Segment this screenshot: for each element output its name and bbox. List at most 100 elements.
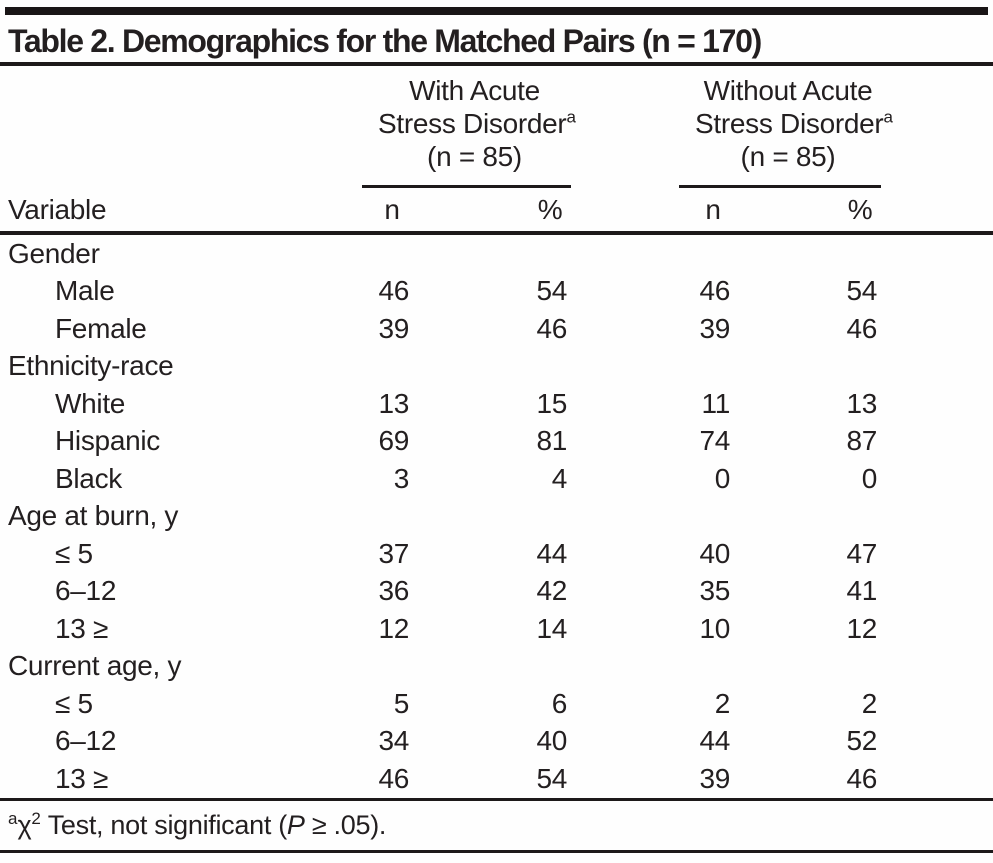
variable-column-header: Variable (8, 193, 107, 225)
col-header-pct-1: % (413, 188, 571, 231)
cell-value: 69 (378, 425, 409, 457)
cell-value: 74 (699, 425, 730, 457)
table-row: 13 ≥ 46 54 39 46 (0, 760, 993, 798)
cell-value: 46 (378, 762, 409, 794)
cell-value: 46 (846, 312, 877, 344)
row-label: Ethnicity-race (8, 350, 174, 382)
chi-exponent: 2 (31, 808, 41, 828)
row-label: 6–12 (55, 575, 117, 607)
row-label: Male (55, 275, 115, 307)
cell-value: 15 (536, 387, 567, 419)
cell-value: 54 (536, 275, 567, 307)
row-label: 13 ≥ (55, 612, 109, 644)
col-header-label: n (705, 193, 721, 225)
variable-column-spacer (8, 66, 362, 188)
col-header-n-2: n (679, 188, 734, 231)
cell-value: 46 (699, 275, 730, 307)
table-row: White 13 15 11 13 (0, 385, 993, 423)
right-margin-spacer (881, 66, 985, 188)
cell-value: 2 (714, 687, 731, 719)
cell-value: 14 (536, 612, 567, 644)
col-header-n-1: n (362, 188, 413, 231)
table-footnote: aχ2 Test, not significant (P ≥ .05). (0, 801, 993, 850)
table-row: Gender (0, 235, 993, 273)
group-header-line: (n = 85) (427, 141, 522, 172)
row-label: ≤ 5 (55, 687, 93, 719)
title-rule (0, 62, 993, 66)
table-row: Age at burn, y (0, 498, 993, 536)
footnote-marker-superscript: a (566, 107, 576, 127)
row-label: Gender (8, 237, 100, 269)
footnote-text: aχ2 Test, not significant (P ≥ .05). (8, 810, 386, 841)
cell-value: 2 (861, 687, 878, 719)
table-title: Table 2. Demographics for the Matched Pa… (8, 23, 762, 59)
table-row: Ethnicity-race (0, 348, 993, 386)
table-row: ≤ 5 5 6 2 2 (0, 685, 993, 723)
cell-value: 12 (378, 612, 409, 644)
group-header-without-asd: Without Acute Stress Disordera (n = 85) (679, 66, 893, 188)
footnote-body-text: Test, not significant ( (40, 809, 288, 840)
cell-value: 34 (378, 725, 409, 757)
table-row: 6–12 34 40 44 52 (0, 723, 993, 761)
cell-value: 42 (536, 575, 567, 607)
row-label: ≤ 5 (55, 537, 93, 569)
cell-value: 54 (536, 762, 567, 794)
group-header-line: Stress Disordera (378, 107, 576, 140)
cell-value: 81 (536, 425, 567, 457)
row-label: Hispanic (55, 425, 160, 457)
row-label: White (55, 387, 126, 419)
p-value-symbol: P (286, 809, 305, 840)
table-row: Male 46 54 46 54 (0, 273, 993, 311)
cell-value: 46 (536, 312, 567, 344)
cell-value: 13 (846, 387, 877, 419)
cell-value: 52 (846, 725, 877, 757)
footnote-body-text: ≥ .05). (304, 809, 387, 840)
cell-value: 46 (846, 762, 877, 794)
cell-value: 37 (378, 537, 409, 569)
group-gap-spacer (571, 188, 679, 231)
cell-value: 13 (378, 387, 409, 419)
cell-value: 87 (846, 425, 877, 457)
chi-symbol: χ (17, 809, 32, 840)
group-header-line: Without Acute (703, 75, 873, 106)
cell-value: 44 (699, 725, 730, 757)
cell-value: 5 (393, 687, 410, 719)
col-header-label: % (537, 193, 563, 225)
table-row: 13 ≥ 12 14 10 12 (0, 610, 993, 648)
row-label: Female (55, 312, 147, 344)
cell-value: 0 (861, 462, 878, 494)
group-header-line: With Acute (409, 75, 540, 106)
bottom-rule (0, 849, 993, 853)
cell-value: 3 (393, 462, 410, 494)
cell-value: 39 (699, 312, 730, 344)
group-header-text: Stress Disorder (378, 108, 567, 139)
column-header-row: Variable n % n % (0, 188, 993, 235)
footnote-marker: a (8, 808, 18, 828)
table-row: 6–12 36 42 35 41 (0, 573, 993, 611)
cell-value: 35 (699, 575, 730, 607)
col-header-pct-2: % (734, 188, 881, 231)
group-header-with-asd: With Acute Stress Disordera (n = 85) (362, 66, 576, 188)
cell-value: 6 (551, 687, 568, 719)
cell-value: 40 (536, 725, 567, 757)
cell-value: 40 (699, 537, 730, 569)
table-row: Current age, y (0, 648, 993, 686)
group-header-text: Stress Disorder (695, 108, 884, 139)
group-gap-spacer (571, 66, 679, 188)
row-label: Black (55, 462, 122, 494)
col-header-label: % (847, 193, 873, 225)
cell-value: 4 (551, 462, 568, 494)
right-margin-spacer (881, 188, 985, 231)
group-header-line: (n = 85) (740, 141, 836, 172)
footnote-marker-superscript: a (883, 107, 893, 127)
cell-value: 54 (846, 275, 877, 307)
table-row: Female 39 46 39 46 (0, 310, 993, 348)
cell-value: 10 (699, 612, 730, 644)
col-header-label: n (384, 193, 400, 225)
cell-value: 44 (536, 537, 567, 569)
row-label: Current age, y (8, 650, 182, 682)
cell-value: 41 (846, 575, 877, 607)
group-header-line: Stress Disordera (695, 107, 893, 140)
cell-value: 11 (701, 387, 731, 419)
table-row: ≤ 5 37 44 40 47 (0, 535, 993, 573)
